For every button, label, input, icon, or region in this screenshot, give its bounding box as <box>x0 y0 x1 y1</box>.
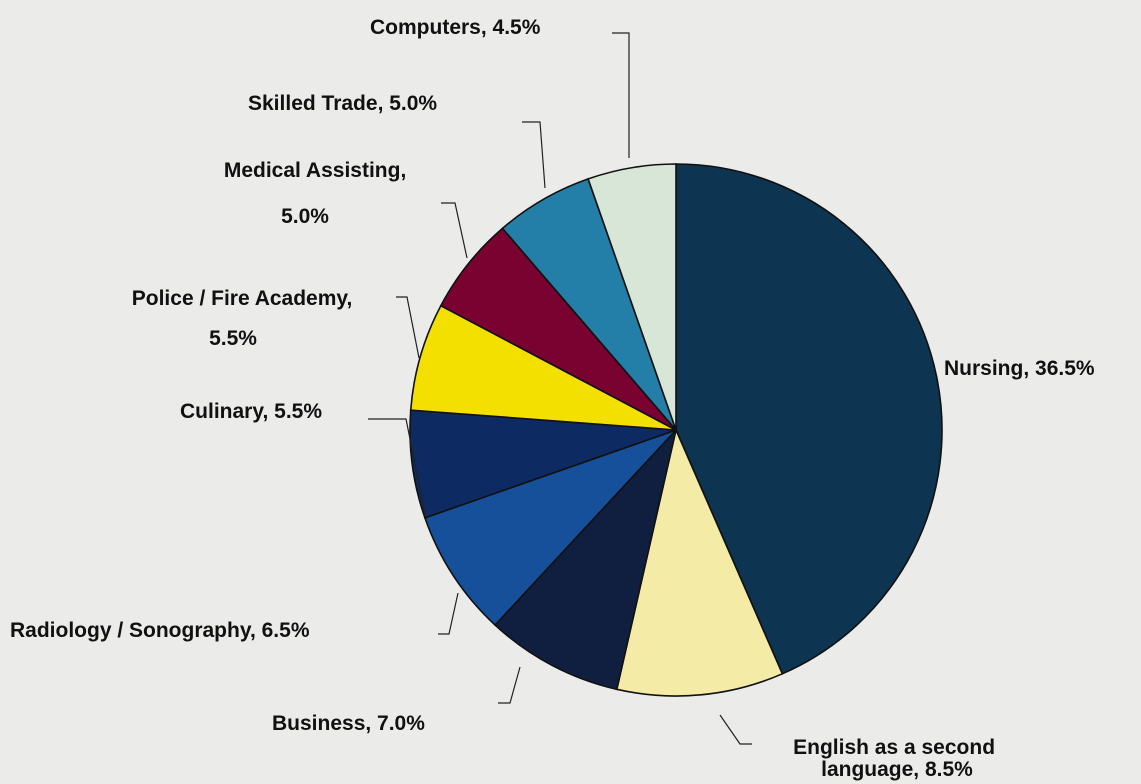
pie-slice-computers <box>587 163 677 431</box>
leader-police-fire <box>396 296 420 359</box>
leader-medical-assisting <box>441 202 468 259</box>
leader-business <box>498 666 521 704</box>
leader-culinary <box>368 418 426 515</box>
pie-slice-radiology-sonography <box>423 429 677 627</box>
leader-lines <box>368 32 752 745</box>
label-computers: Computers, 4.5% <box>370 16 541 39</box>
pie-slice-nursing <box>675 163 943 675</box>
pie-slice-english-as-a-second-language <box>615 427 784 697</box>
label-nursing: Nursing, 36.5% <box>944 357 1095 380</box>
label-police-fire: Police / Fire Academy, 5.5% <box>132 287 358 350</box>
pie-slice-culinary <box>409 409 677 519</box>
leader-radiology <box>438 592 459 635</box>
label-skilled-trade: Skilled Trade, 5.0% <box>248 92 437 115</box>
pie-slice-police-fire-academy <box>409 304 677 431</box>
pie-slices <box>409 163 943 697</box>
leader-esl <box>719 714 752 745</box>
label-radiology: Radiology / Sonography, 6.5% <box>10 619 310 642</box>
leader-computers <box>612 32 630 158</box>
label-medical-assisting: Medical Assisting, 5.0% <box>224 159 412 228</box>
label-business: Business, 7.0% <box>272 712 425 735</box>
label-esl: English as a second language, 8.5% <box>793 736 1001 781</box>
leader-skilled-trade <box>522 121 546 189</box>
pie-slice-business <box>493 427 678 691</box>
label-culinary: Culinary, 5.5% <box>180 400 322 423</box>
